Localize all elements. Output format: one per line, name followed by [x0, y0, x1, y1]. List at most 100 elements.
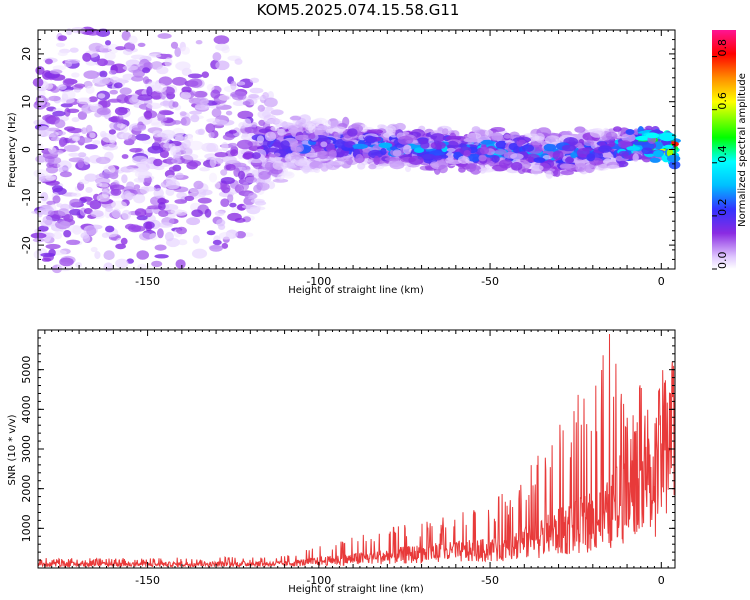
x-tick-label: -100 — [306, 574, 331, 587]
heatmap-cell — [645, 125, 653, 130]
x-tick-label: -150 — [135, 574, 160, 587]
heatmap-cell — [190, 114, 200, 123]
heatmap-cell — [94, 251, 101, 260]
heatmap-cell — [120, 237, 128, 245]
y-tick-label: 3000 — [20, 435, 33, 463]
heatmap-cell — [46, 162, 54, 168]
heatmap-cell — [206, 83, 215, 92]
heatmap-cell — [108, 129, 116, 135]
heatmap-cell — [230, 91, 247, 98]
heatmap-cell — [182, 153, 199, 160]
heatmap-cell — [251, 152, 261, 160]
heatmap-cell — [168, 166, 177, 173]
heatmap-cell — [392, 149, 402, 157]
heatmap-cell — [154, 254, 169, 259]
heatmap-cell — [210, 89, 221, 99]
heatmap-cell — [208, 131, 215, 138]
heatmap-cell — [151, 122, 165, 127]
heatmap-cell — [80, 127, 88, 134]
heatmap-cell — [137, 42, 146, 48]
heatmap-cell — [264, 131, 277, 142]
heatmap-cell — [347, 128, 358, 137]
heatmap-cell — [445, 135, 462, 141]
heatmap-cell — [182, 139, 191, 149]
heatmap-cell — [225, 164, 236, 171]
heatmap-cell — [385, 125, 396, 133]
heatmap-cell — [220, 177, 235, 185]
heatmap-cell — [560, 170, 574, 176]
heatmap-cell — [59, 220, 71, 228]
heatmap-cell — [172, 120, 182, 125]
heatmap-cell — [467, 153, 481, 162]
heatmap-cell — [467, 132, 482, 139]
heatmap-cell — [215, 60, 230, 71]
heatmap-x-axis-label: Height of straight line (km) — [288, 285, 424, 296]
heatmap-cell — [272, 178, 289, 183]
heatmap-cell — [666, 154, 681, 163]
heatmap-cell — [77, 111, 87, 120]
heatmap-cell — [68, 152, 80, 157]
heatmap-cell — [491, 155, 500, 163]
heatmap-cell — [332, 126, 346, 133]
heatmap-cell — [170, 208, 183, 215]
heatmap-cell — [63, 214, 74, 223]
heatmap-cell — [62, 78, 75, 87]
heatmap-cell — [103, 164, 116, 174]
heatmap-cells — [30, 26, 681, 274]
heatmap-cell — [71, 192, 82, 198]
heatmap-cell — [57, 51, 68, 57]
heatmap-cell — [589, 127, 605, 138]
heatmap-cell — [471, 126, 481, 133]
heatmap-cell — [171, 158, 182, 164]
heatmap-cell — [605, 131, 618, 140]
heatmap-cell — [191, 209, 203, 217]
heatmap-cell — [111, 200, 127, 210]
heatmap-cell — [192, 235, 200, 244]
y-tick-label: 4000 — [20, 395, 33, 423]
heatmap-cell — [199, 167, 211, 172]
heatmap-cell — [90, 210, 104, 218]
heatmap-cell — [653, 150, 664, 158]
heatmap-cell — [659, 132, 676, 142]
heatmap-cell — [77, 97, 91, 102]
colorbar-gradient — [712, 30, 736, 269]
heatmap-cell — [86, 200, 95, 206]
heatmap-cell — [342, 116, 350, 127]
heatmap-cell — [403, 144, 412, 155]
heatmap-cell — [47, 210, 55, 216]
heatmap-cell — [85, 85, 95, 94]
heatmap-cell — [99, 70, 108, 78]
heatmap-cell — [584, 164, 595, 174]
heatmap-cell — [430, 141, 446, 150]
heatmap-cell — [286, 162, 295, 169]
heatmap-cell — [115, 258, 129, 269]
heatmap-cell — [632, 150, 645, 155]
heatmap-cell — [242, 152, 254, 160]
heatmap-cell — [143, 186, 156, 192]
heatmap-cell — [355, 153, 364, 164]
heatmap-cell — [99, 130, 107, 138]
heatmap-cell — [128, 224, 142, 233]
heatmap-cell — [201, 71, 209, 78]
heatmap-cell — [83, 156, 90, 165]
heatmap-cell — [151, 260, 163, 268]
heatmap-cell — [55, 42, 66, 48]
heatmap-cell — [105, 225, 115, 233]
heatmap-cell — [66, 108, 80, 114]
heatmap-cell — [193, 97, 209, 105]
heatmap-cell — [225, 110, 233, 116]
heatmap-cell — [570, 152, 578, 159]
heatmap-cell — [83, 225, 98, 236]
heatmap-cell — [107, 98, 122, 103]
heatmap-cell — [232, 100, 246, 106]
heatmap-cell — [131, 93, 139, 100]
heatmap-cell — [490, 127, 506, 132]
x-tick-label: -150 — [135, 275, 160, 288]
heatmap-cell — [237, 149, 245, 160]
heatmap-cell — [121, 174, 128, 184]
heatmap-cell — [227, 193, 234, 203]
heatmap-cell — [75, 262, 82, 268]
heatmap-cell — [603, 150, 612, 159]
heatmap-cell — [94, 76, 111, 86]
